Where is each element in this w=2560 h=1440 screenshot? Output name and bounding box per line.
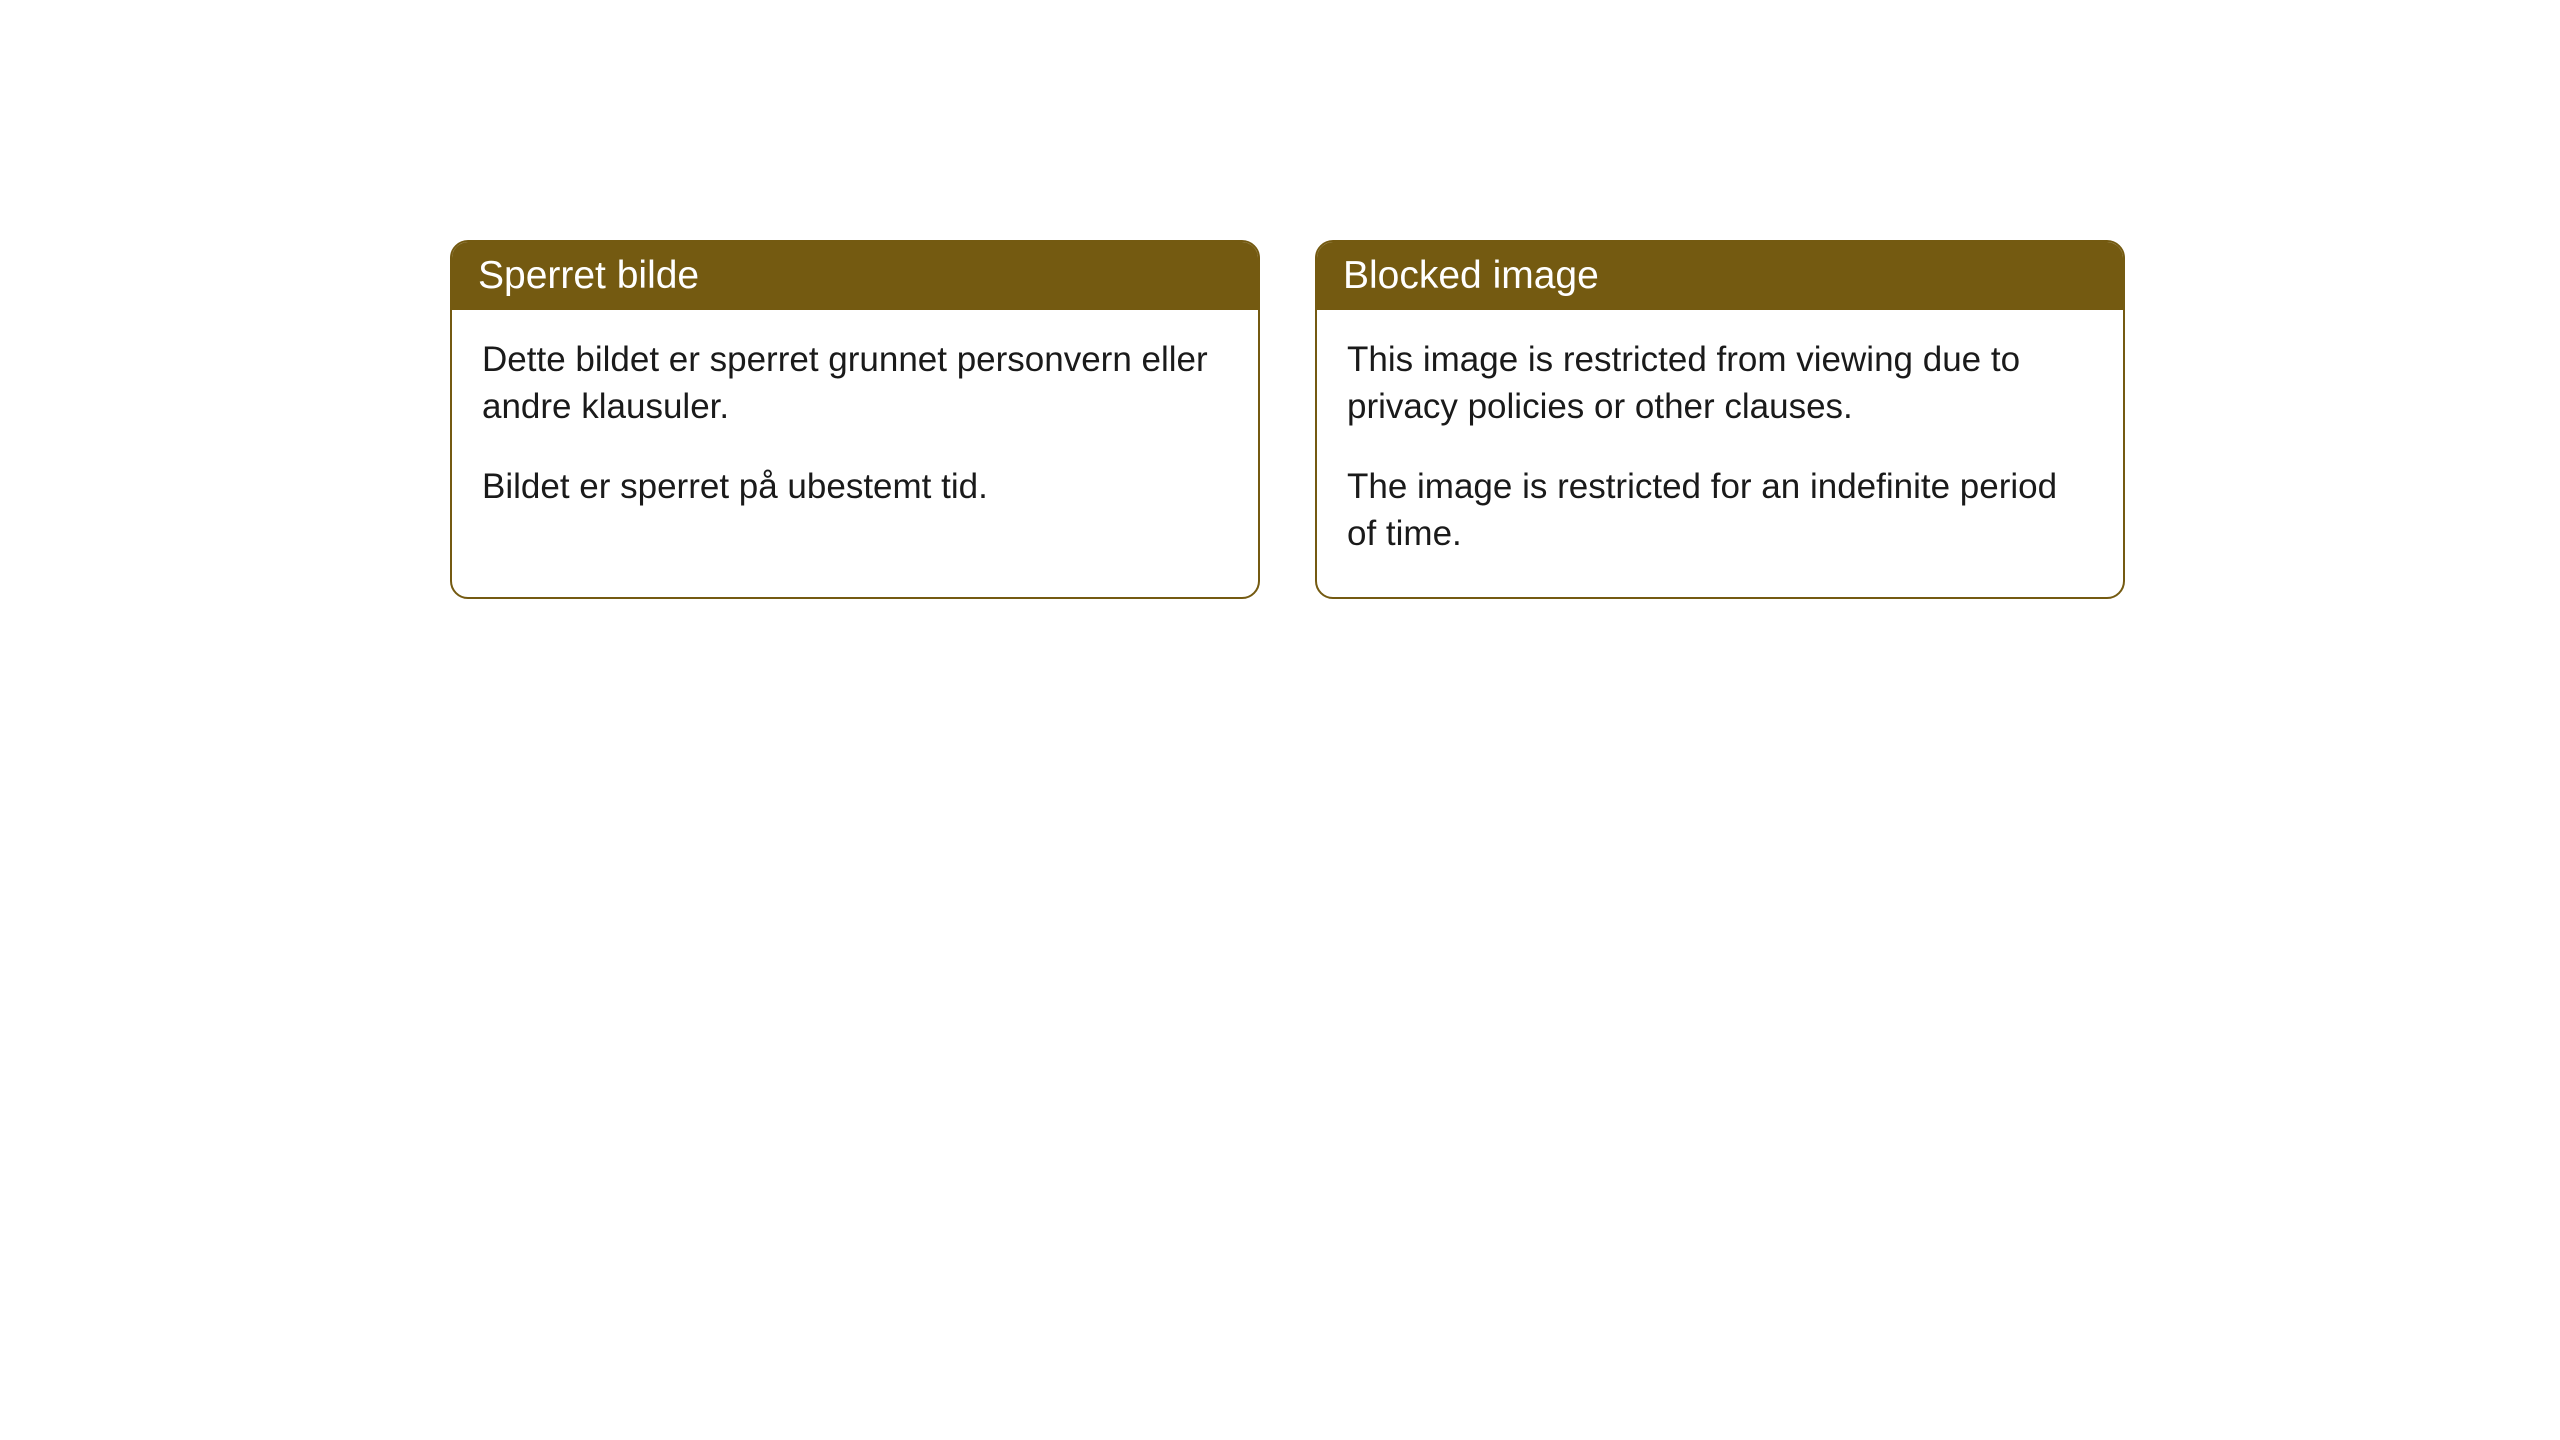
card-title: Sperret bilde	[478, 254, 699, 297]
card-paragraph-1: Dette bildet er sperret grunnet personve…	[482, 336, 1228, 431]
card-paragraph-2: Bildet er sperret på ubestemt tid.	[482, 463, 1228, 510]
card-header-english: Blocked image	[1317, 242, 2123, 310]
card-title: Blocked image	[1343, 254, 1599, 297]
cards-container: Sperret bilde Dette bildet er sperret gr…	[450, 240, 2560, 599]
blocked-image-card-norwegian: Sperret bilde Dette bildet er sperret gr…	[450, 240, 1260, 599]
card-body-english: This image is restricted from viewing du…	[1317, 310, 2123, 597]
blocked-image-card-english: Blocked image This image is restricted f…	[1315, 240, 2125, 599]
card-paragraph-1: This image is restricted from viewing du…	[1347, 336, 2093, 431]
card-header-norwegian: Sperret bilde	[452, 242, 1258, 310]
card-body-norwegian: Dette bildet er sperret grunnet personve…	[452, 310, 1258, 550]
card-paragraph-2: The image is restricted for an indefinit…	[1347, 463, 2093, 558]
